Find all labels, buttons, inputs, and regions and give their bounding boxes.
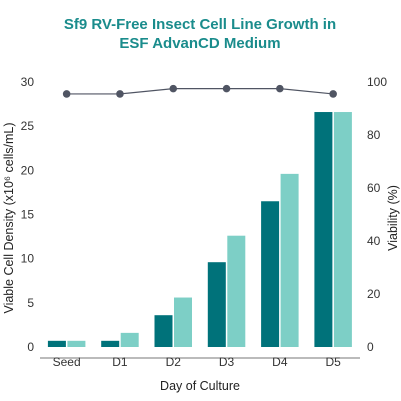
y2-tick-label: 100 [367,75,387,89]
viability-point-seed [62,90,71,98]
bar-series-2-d2 [174,297,192,347]
y-tick-label: 30 [21,75,35,89]
viability-line-group [62,84,337,98]
y2-tick-label: 0 [367,340,374,354]
y2-tick-label: 60 [367,181,381,195]
y2-tick-label: 20 [367,287,381,301]
y-tick-label: 15 [21,208,35,222]
bar-series-2-d3 [227,235,246,347]
bar-series-1-d2 [154,315,173,347]
y-tick-label: 10 [21,252,35,266]
bar-series-1-d1 [101,340,120,347]
x-axis-label: Day of Culture [160,379,240,393]
bars-group [47,112,352,348]
x-tick-label: D3 [219,355,235,369]
bar-series-1-d5 [314,112,333,348]
x-tick-label: D5 [325,355,341,369]
viability-point-d2 [169,84,178,93]
bar-series-2-d4 [280,173,299,347]
y-tick-label: 20 [21,163,35,177]
y2-axis-label: Viability (%) [386,185,400,251]
y-tick-label: 5 [27,296,34,310]
x-tick-label: Seed [53,355,81,369]
x-tick-label: D1 [112,355,128,369]
viability-line [66,88,334,95]
bar-series-2-d5 [333,112,352,348]
x-tick-label: D4 [272,355,288,369]
chart-title-line-2: ESF AdvanCD Medium [119,35,280,52]
y-axis-label: Viable Cell Density (x10⁶ cells/mL) [2,122,16,313]
viability-point-d4 [276,84,284,93]
x-tick-label: D2 [166,355,182,369]
right-axis-ticks: 0 20 40 60 80 100 [367,75,387,354]
bar-series-2-d1 [120,332,139,347]
x-axis-ticks: Seed D1 D2 D3 D4 D5 [53,355,342,369]
y2-tick-label: 40 [367,234,381,248]
bar-series-1-seed [47,340,66,347]
left-axis-ticks: 0 5 10 15 20 25 30 [21,75,35,354]
y-tick-label: 0 [27,340,34,354]
viability-point-d1 [116,90,124,98]
bar-series-2-seed [67,340,86,347]
bar-series-1-d4 [261,201,280,347]
chart-title-line-1: Sf9 RV-Free Insect Cell Line Growth in [64,16,336,33]
bar-series-1-d3 [207,262,226,347]
y2-tick-label: 80 [367,128,381,142]
y-tick-label: 25 [21,119,35,133]
viability-point-d5 [329,90,337,98]
viability-point-d3 [222,84,231,93]
